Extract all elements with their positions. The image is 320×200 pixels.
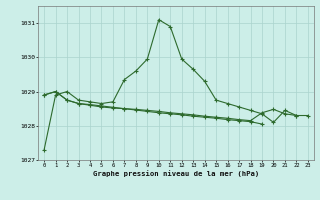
X-axis label: Graphe pression niveau de la mer (hPa): Graphe pression niveau de la mer (hPa) (93, 170, 259, 177)
